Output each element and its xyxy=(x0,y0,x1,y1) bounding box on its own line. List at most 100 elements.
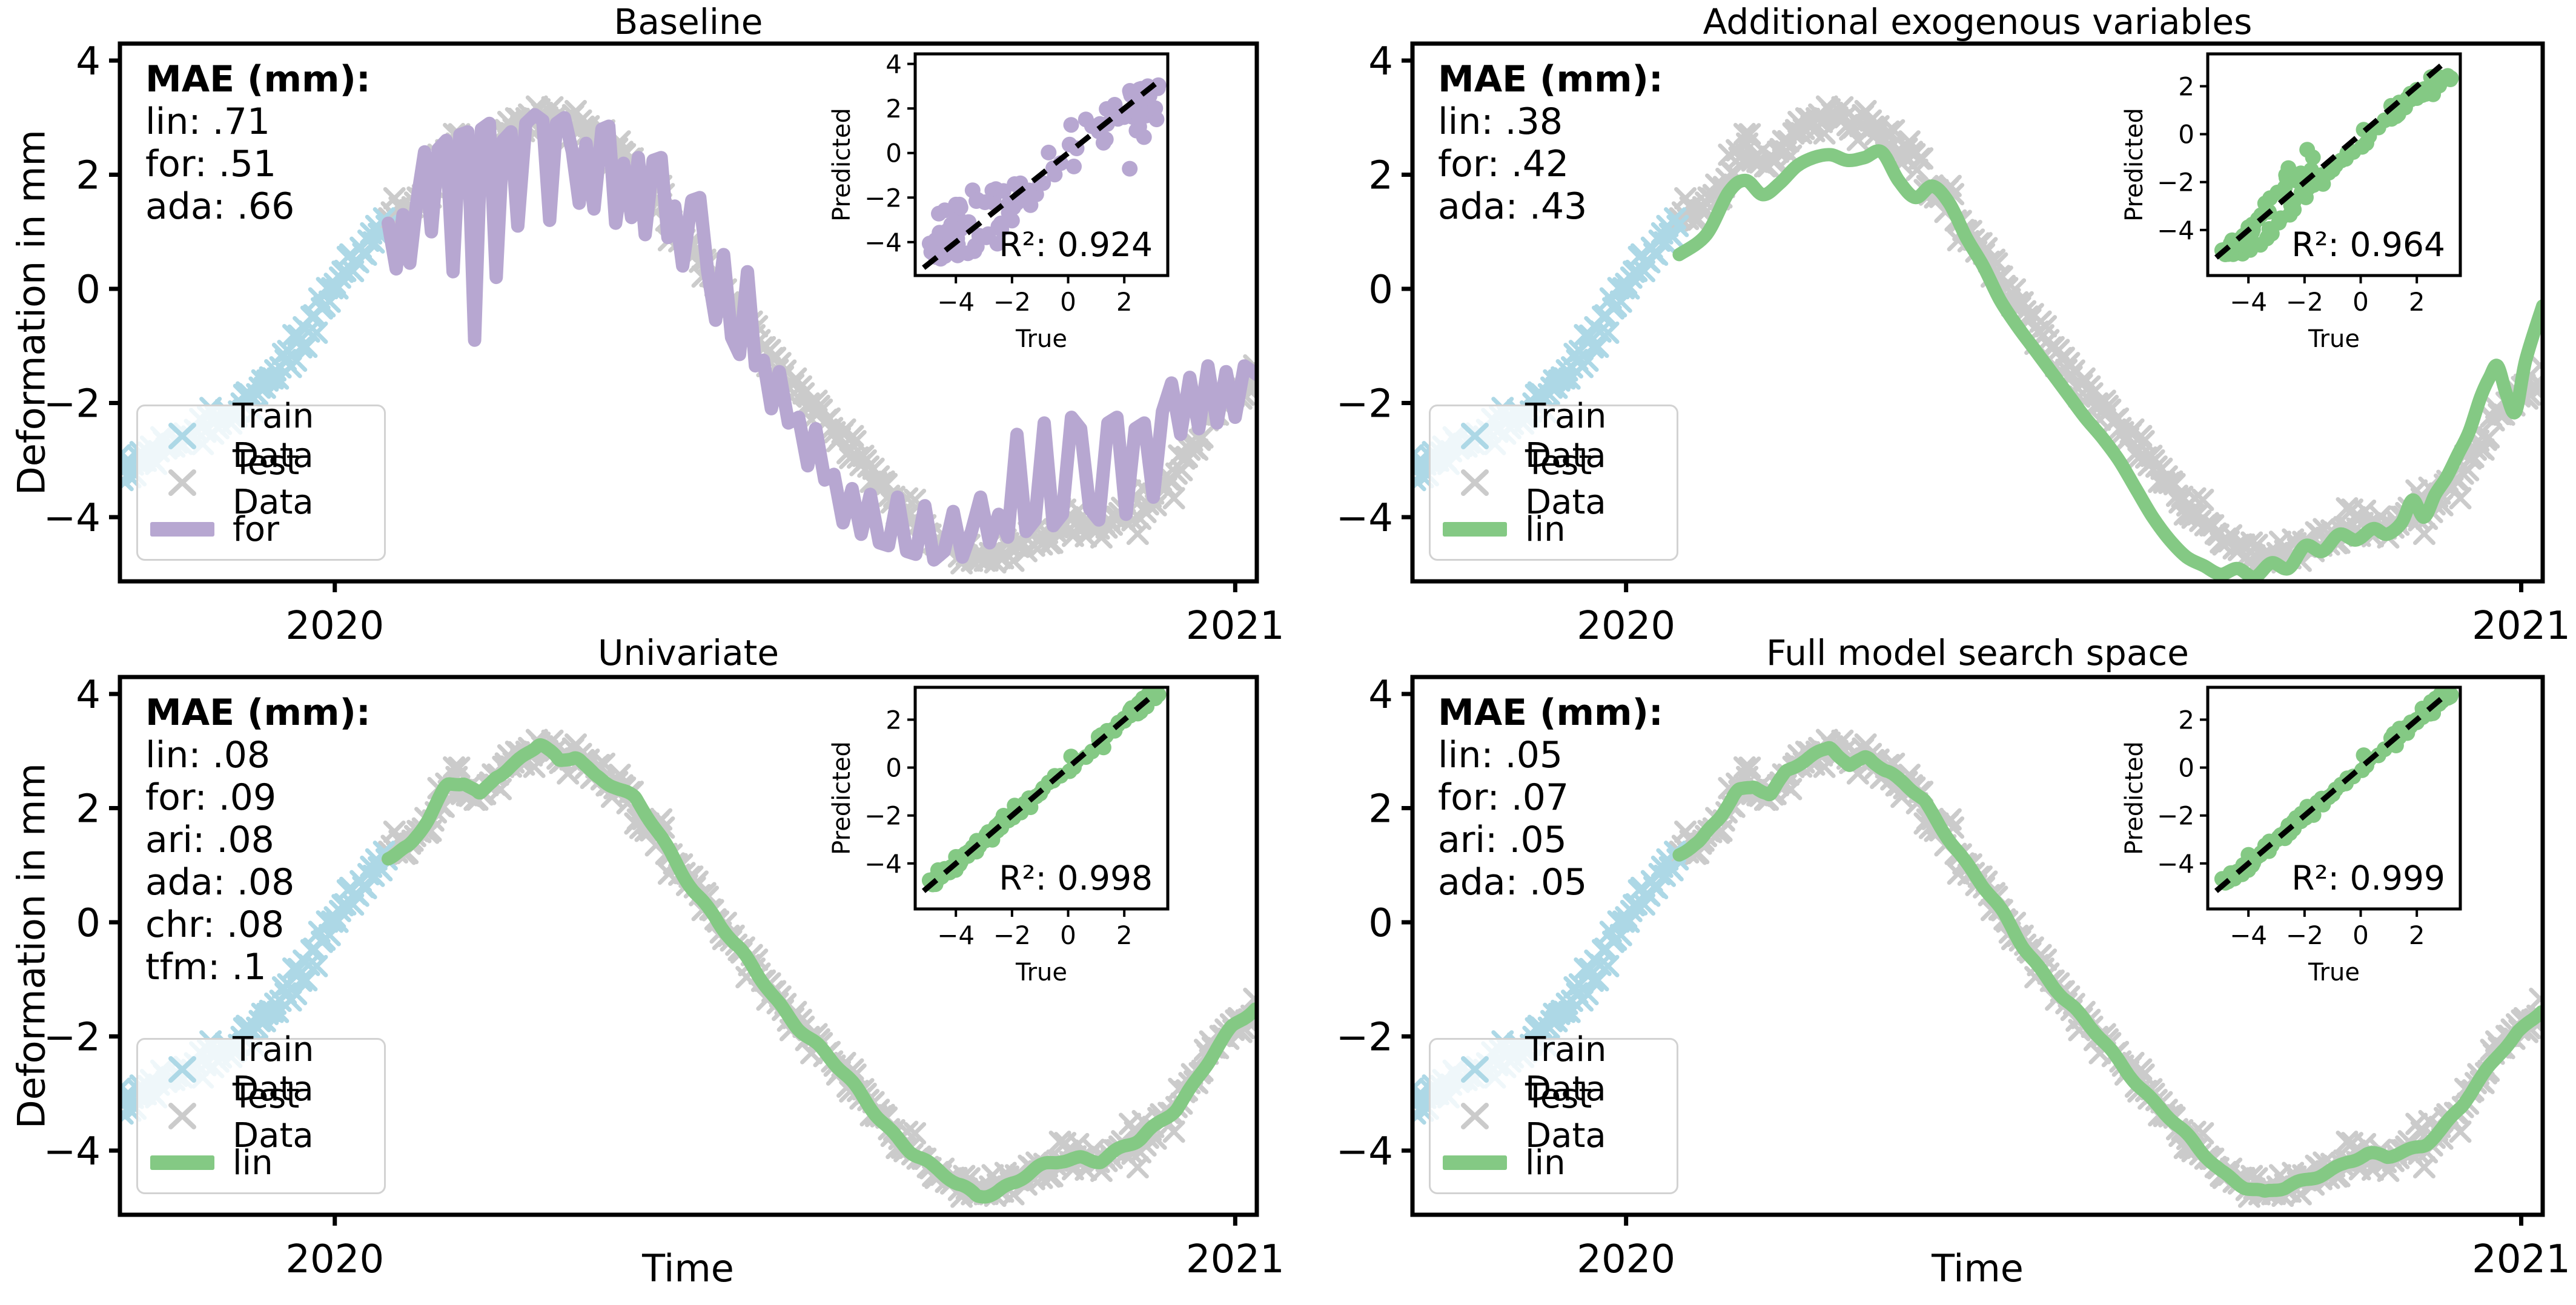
r-squared-value: R²: 0.999 xyxy=(2291,859,2445,897)
mae-header: MAE (mm): xyxy=(1438,692,1663,734)
svg-text:2: 2 xyxy=(2409,920,2425,950)
svg-text:0: 0 xyxy=(1060,287,1076,317)
panel-title-full-model-search: Full model search space xyxy=(1766,632,2189,673)
inset-x-label: True xyxy=(1015,959,1067,986)
svg-text:0: 0 xyxy=(1368,268,1393,312)
model-prediction-line-lin xyxy=(1672,741,2543,1198)
r-squared-value: R²: 0.964 xyxy=(2291,225,2445,264)
svg-text:−2: −2 xyxy=(2157,168,2194,197)
svg-text:0: 0 xyxy=(1368,901,1393,946)
svg-text:2021: 2021 xyxy=(2472,1237,2571,1282)
svg-text:−4: −4 xyxy=(2230,287,2267,317)
svg-text:0: 0 xyxy=(2178,120,2194,150)
legend-univariate: Train Data Test Data lin xyxy=(136,1030,386,1194)
svg-text:−2: −2 xyxy=(2286,920,2323,950)
line-swatch-icon xyxy=(1435,520,1514,538)
svg-text:2: 2 xyxy=(1368,787,1393,832)
inset-pred-vs-true: −4 −2 0 2 4 2 0 −2 −4 True Predicted R²: 0.924 xyxy=(828,50,1170,353)
svg-text:2020: 2020 xyxy=(1577,604,1675,649)
svg-text:2020: 2020 xyxy=(285,1237,384,1282)
inset-y-label: Predicted xyxy=(2121,108,2148,222)
svg-text:−2: −2 xyxy=(993,287,1031,317)
model-prediction-line-lin xyxy=(382,738,1257,1204)
svg-text:−4: −4 xyxy=(864,849,902,879)
test-x-marker-icon xyxy=(1435,1098,1514,1134)
svg-text:−2: −2 xyxy=(2157,801,2194,831)
legend-label: for xyxy=(233,509,279,549)
svg-text:−4: −4 xyxy=(2157,849,2194,879)
svg-text:4: 4 xyxy=(1368,39,1393,84)
svg-text:2020: 2020 xyxy=(285,604,384,649)
legend-label: lin xyxy=(1525,1143,1566,1183)
model-prediction-line-for xyxy=(382,108,1257,567)
panel-plot-2: 4 2 0 −2 −4 2020 2021 −4 −2 0 2 2 0 −2 −4 True Predicted… xyxy=(44,673,1285,1282)
panel-plot-3: 4 2 0 −2 −4 2020 2021 −4 −2 0 2 2 0 −2 −4 True Predicted… xyxy=(1336,673,2571,1282)
inset-y-label: Predicted xyxy=(2121,741,2148,855)
svg-text:2021: 2021 xyxy=(1186,1237,1285,1282)
svg-text:−4: −4 xyxy=(2157,216,2194,245)
legend-label: lin xyxy=(233,1143,273,1183)
mae-header: MAE (mm): xyxy=(145,58,371,101)
svg-text:4: 4 xyxy=(76,673,101,718)
legend-item-model-lin: lin xyxy=(1435,1140,1672,1186)
legend-label: Train Data xyxy=(233,1029,314,1109)
svg-text:2: 2 xyxy=(2409,287,2425,317)
inset-pred-vs-true: −4 −2 0 2 2 0 −2 −4 True Predicted R²: 0.999 xyxy=(2121,686,2462,986)
legend-item-model-lin: lin xyxy=(1435,506,1672,552)
inset-y-label: Predicted xyxy=(828,741,856,855)
svg-text:2: 2 xyxy=(2178,71,2194,101)
svg-text:−4: −4 xyxy=(937,920,975,950)
inset-pred-vs-true: −4 −2 0 2 2 0 −2 −4 True Predicted R²: 0.964 xyxy=(2121,52,2462,353)
legend-item-train-data: Train Data xyxy=(1435,1030,1672,1109)
inset-y-label: Predicted xyxy=(828,108,856,222)
legend-item-test-data: Test Data xyxy=(143,1077,379,1155)
inset-pred-vs-true: −4 −2 0 2 2 0 −2 −4 True Predicted R²: 0.998 xyxy=(828,686,1170,986)
svg-text:0: 0 xyxy=(76,268,101,312)
svg-text:0: 0 xyxy=(886,139,902,168)
mae-values: lin: .08 for: .09 ari: .08 ada: .08 chr:… xyxy=(145,734,295,988)
train-x-marker-icon xyxy=(1435,418,1514,454)
legend-baseline: Train Data Test Data for xyxy=(136,397,386,561)
legend-item-train-data: Train Data xyxy=(143,1030,379,1109)
legend-full-model-search: Train Data Test Data lin xyxy=(1429,1030,1678,1194)
svg-text:−2: −2 xyxy=(44,1016,101,1060)
inset-x-label: True xyxy=(1015,325,1067,353)
legend-label: Test Data xyxy=(233,443,314,522)
identity-dashed-line xyxy=(2214,56,2451,260)
svg-text:−2: −2 xyxy=(1336,382,1393,427)
train-x-marker-icon xyxy=(143,418,222,454)
inset-x-label: True xyxy=(2308,959,2360,986)
svg-text:0: 0 xyxy=(1060,920,1076,950)
y-axis-label-bottom: Deformation in mm xyxy=(9,763,54,1129)
svg-text:−2: −2 xyxy=(864,183,902,213)
legend-label: Test Data xyxy=(1525,443,1606,522)
legend-additional-exogenous: Train Data Test Data lin xyxy=(1429,397,1678,561)
line-swatch-icon xyxy=(1435,1154,1514,1172)
train-x-marker-icon xyxy=(143,1051,222,1088)
r-squared-value: R²: 0.924 xyxy=(999,225,1153,264)
legend-item-model-lin: lin xyxy=(143,1140,379,1186)
r-squared-value: R²: 0.998 xyxy=(999,859,1153,897)
svg-text:0: 0 xyxy=(76,901,101,946)
panel-title-baseline: Baseline xyxy=(614,1,763,42)
legend-item-train-data: Train Data xyxy=(1435,397,1672,475)
model-prediction-line-lin xyxy=(1672,144,2543,581)
inset-x-label: True xyxy=(2308,325,2360,353)
mae-values: lin: .05 for: .07 ari: .05 ada: .05 xyxy=(1438,734,1588,904)
legend-label: Test Data xyxy=(1525,1076,1606,1155)
svg-text:−4: −4 xyxy=(2230,920,2267,950)
test-x-marker-icon xyxy=(1435,464,1514,501)
mae-header: MAE (mm): xyxy=(145,692,371,734)
svg-text:−4: −4 xyxy=(44,1129,101,1174)
svg-text:0: 0 xyxy=(886,753,902,783)
svg-text:0: 0 xyxy=(2353,920,2369,950)
svg-text:2: 2 xyxy=(1368,154,1393,199)
legend-label: Train Data xyxy=(1525,396,1607,475)
legend-label: lin xyxy=(1525,509,1566,549)
legend-item-test-data: Test Data xyxy=(143,443,379,522)
test-x-marker-icon xyxy=(143,1098,222,1134)
svg-text:−2: −2 xyxy=(44,382,101,427)
panel-title-additional-exogenous: Additional exogenous variables xyxy=(1703,1,2253,42)
test-x-marker-icon xyxy=(143,464,222,501)
